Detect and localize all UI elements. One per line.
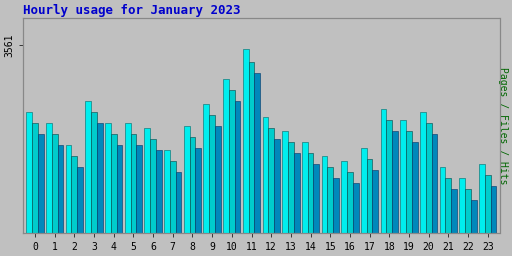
Text: Hourly usage for January 2023: Hourly usage for January 2023 (23, 4, 241, 17)
Bar (97, 123, 103, 256)
Bar (440, 167, 445, 256)
Bar (144, 128, 150, 256)
Bar (268, 128, 274, 256)
Bar (327, 167, 333, 256)
Bar (294, 153, 300, 256)
Bar (57, 145, 63, 256)
Bar (432, 134, 437, 256)
Bar (209, 115, 215, 256)
Bar (249, 62, 254, 256)
Bar (282, 131, 288, 256)
Bar (150, 139, 156, 256)
Bar (26, 112, 32, 256)
Bar (302, 142, 308, 256)
Bar (313, 164, 319, 256)
Bar (406, 131, 412, 256)
Bar (361, 147, 367, 256)
Bar (380, 109, 387, 256)
Bar (465, 189, 471, 256)
Bar (131, 134, 136, 256)
Bar (125, 123, 131, 256)
Bar (46, 123, 52, 256)
Bar (32, 123, 38, 256)
Bar (451, 189, 457, 256)
Bar (342, 161, 347, 256)
Bar (420, 112, 426, 256)
Bar (77, 167, 83, 256)
Bar (170, 161, 176, 256)
Bar (86, 101, 91, 256)
Bar (412, 142, 418, 256)
Bar (471, 200, 477, 256)
Bar (274, 139, 280, 256)
Bar (38, 134, 44, 256)
Bar (353, 183, 358, 256)
Bar (176, 172, 181, 256)
Y-axis label: Pages / Files / Hits: Pages / Files / Hits (498, 67, 508, 184)
Bar (373, 169, 378, 256)
Bar (445, 178, 451, 256)
Bar (111, 134, 117, 256)
Bar (117, 145, 122, 256)
Bar (347, 172, 353, 256)
Bar (215, 126, 221, 256)
Bar (387, 120, 392, 256)
Bar (91, 112, 97, 256)
Bar (322, 156, 327, 256)
Bar (66, 145, 72, 256)
Bar (156, 150, 162, 256)
Bar (392, 131, 398, 256)
Bar (333, 178, 339, 256)
Bar (223, 79, 229, 256)
Bar (490, 186, 496, 256)
Bar (479, 164, 485, 256)
Bar (196, 147, 201, 256)
Bar (105, 123, 111, 256)
Bar (229, 90, 234, 256)
Bar (164, 150, 170, 256)
Bar (243, 49, 249, 256)
Bar (288, 142, 294, 256)
Bar (254, 73, 260, 256)
Bar (426, 123, 432, 256)
Bar (234, 101, 241, 256)
Bar (308, 153, 313, 256)
Bar (52, 134, 57, 256)
Bar (184, 126, 189, 256)
Bar (136, 145, 142, 256)
Bar (400, 120, 406, 256)
Bar (485, 175, 490, 256)
Bar (459, 178, 465, 256)
Bar (189, 136, 196, 256)
Bar (203, 104, 209, 256)
Bar (72, 156, 77, 256)
Bar (263, 117, 268, 256)
Bar (367, 158, 373, 256)
